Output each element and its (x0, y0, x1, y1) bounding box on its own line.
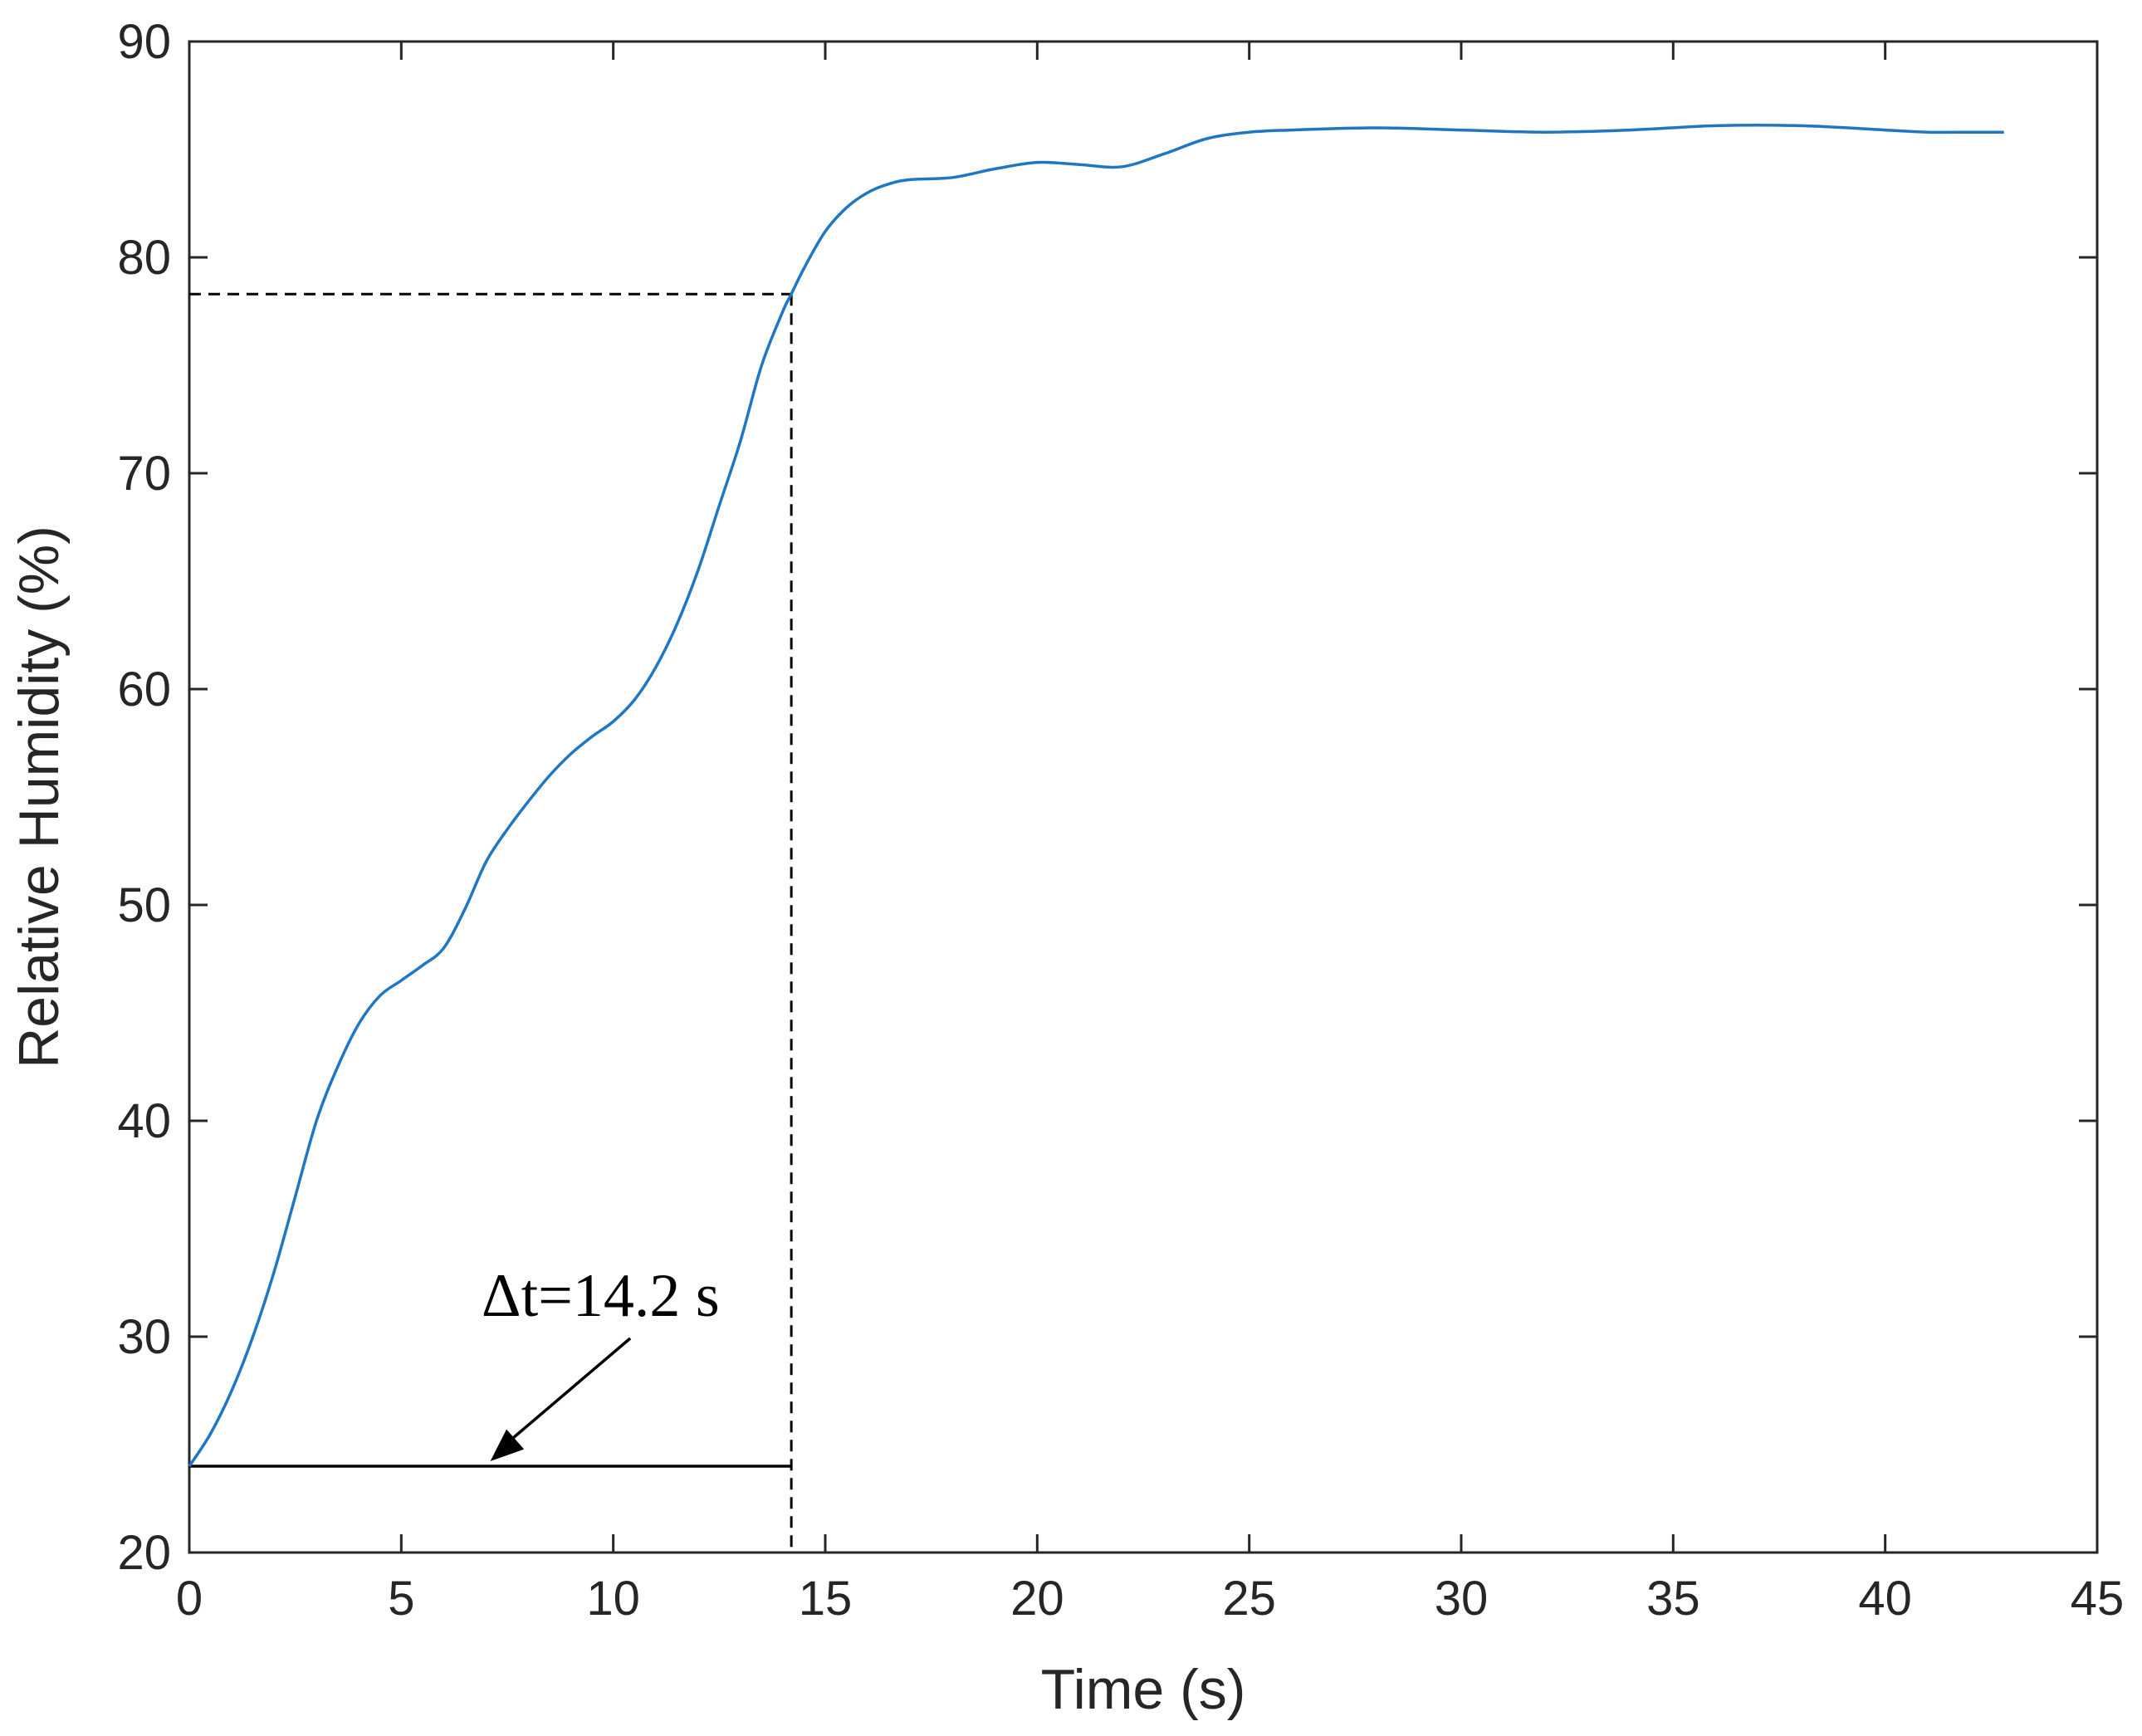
y-tick-label: 60 (117, 663, 171, 716)
arrow-head (490, 1429, 525, 1461)
x-ticks: 0 5 10 15 20 25 30 35 40 45 (176, 42, 2124, 1626)
x-tick-label: 30 (1435, 1572, 1489, 1626)
x-tick-label: 45 (2071, 1572, 2125, 1626)
annotation-arrow (490, 1337, 632, 1461)
y-axis-title: Relative Humidity (%) (7, 526, 71, 1068)
annotation-text: Δt=14.2 s (482, 1262, 720, 1330)
x-tick-label: 20 (1010, 1572, 1064, 1626)
x-axis-title: Time (s) (1041, 1658, 1246, 1721)
plot-frame (188, 40, 2099, 1554)
y-tick-label: 90 (117, 15, 171, 69)
x-tick-label: 0 (176, 1572, 203, 1626)
series-line (188, 123, 2004, 1467)
y-tick-label: 30 (117, 1310, 171, 1364)
arrow-shaft (504, 1337, 632, 1446)
guide-lines (189, 292, 793, 1553)
y-ticks: 20 30 40 50 60 70 80 90 (117, 15, 2097, 1580)
x-tick-label: 15 (799, 1572, 853, 1626)
y-tick-label: 40 (117, 1094, 171, 1148)
x-tick-label: 40 (1858, 1572, 1912, 1626)
x-tick-label: 10 (586, 1572, 640, 1626)
y-tick-label: 50 (117, 878, 171, 932)
x-tick-label: 35 (1646, 1572, 1700, 1626)
x-tick-label: 5 (388, 1572, 414, 1626)
y-tick-label: 70 (117, 447, 171, 501)
y-tick-label: 20 (117, 1526, 171, 1580)
x-tick-label: 25 (1222, 1572, 1276, 1626)
y-tick-label: 80 (117, 231, 171, 285)
